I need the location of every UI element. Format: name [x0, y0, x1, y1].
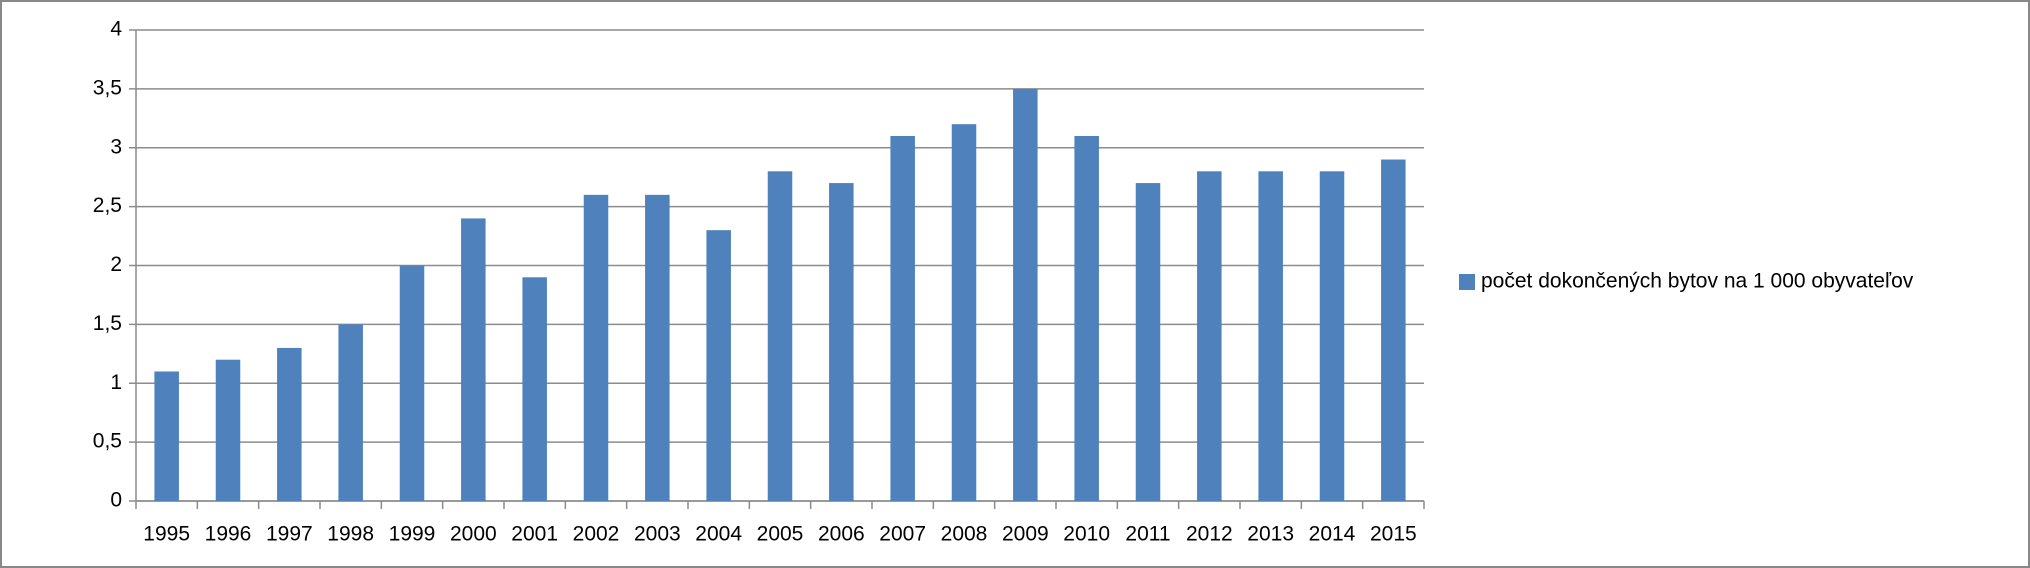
bar — [1135, 183, 1161, 501]
x-tick-label: 2003 — [634, 523, 681, 546]
x-tick-label: 2000 — [450, 523, 497, 546]
x-tick-label: 2011 — [1125, 523, 1170, 546]
x-tick-label: 2012 — [1186, 523, 1233, 546]
y-tick-label: 2,5 — [93, 194, 122, 217]
y-tick-label: 2 — [110, 253, 122, 276]
x-tick-label: 1999 — [389, 523, 436, 546]
legend-swatch — [1459, 274, 1475, 290]
x-tick-label: 2007 — [879, 523, 926, 546]
x-tick-label: 2008 — [941, 523, 988, 546]
bar — [399, 265, 425, 501]
bar — [1074, 135, 1099, 501]
bar — [645, 194, 670, 501]
bar — [461, 218, 486, 501]
x-tick-label: 2010 — [1063, 523, 1110, 546]
y-tick-label: 1,5 — [93, 312, 122, 335]
y-tick-label: 3 — [110, 135, 122, 158]
x-tick-label: 1996 — [205, 523, 252, 546]
x-tick-label: 2001 — [511, 523, 558, 546]
legend-label: počet dokončených bytov na 1 000 obyvate… — [1481, 270, 1914, 293]
x-tick-label: 2009 — [1002, 523, 1049, 546]
x-tick-label: 1995 — [143, 523, 190, 546]
x-tick-label: 2015 — [1370, 523, 1417, 546]
y-tick-label: 1 — [110, 371, 122, 394]
bar — [154, 371, 179, 501]
bar — [706, 230, 731, 502]
x-tick-label: 2002 — [573, 523, 620, 546]
y-tick-label: 3,5 — [93, 76, 122, 99]
bar — [890, 135, 915, 501]
bar — [1258, 171, 1283, 502]
bar — [829, 183, 854, 501]
x-tick-label: 2013 — [1247, 523, 1294, 546]
bar — [1013, 88, 1038, 501]
bar — [1319, 171, 1345, 502]
x-tick-label: 2005 — [757, 523, 804, 546]
x-tick-label: 1997 — [266, 523, 313, 546]
y-tick-label: 0,5 — [93, 430, 122, 453]
x-tick-label: 2006 — [818, 523, 865, 546]
y-tick-label: 0 — [110, 489, 122, 512]
bar — [1381, 159, 1406, 501]
x-tick-label: 1998 — [327, 523, 374, 546]
bar — [1197, 171, 1222, 502]
bar — [583, 194, 609, 501]
bar — [338, 324, 363, 501]
bar — [215, 359, 241, 501]
bar — [951, 124, 977, 501]
bar — [522, 277, 547, 501]
bar — [767, 171, 793, 502]
x-tick-label: 2014 — [1309, 523, 1356, 546]
bar — [277, 347, 302, 501]
y-tick-label: 4 — [110, 18, 122, 41]
x-tick-label: 2004 — [695, 523, 742, 546]
